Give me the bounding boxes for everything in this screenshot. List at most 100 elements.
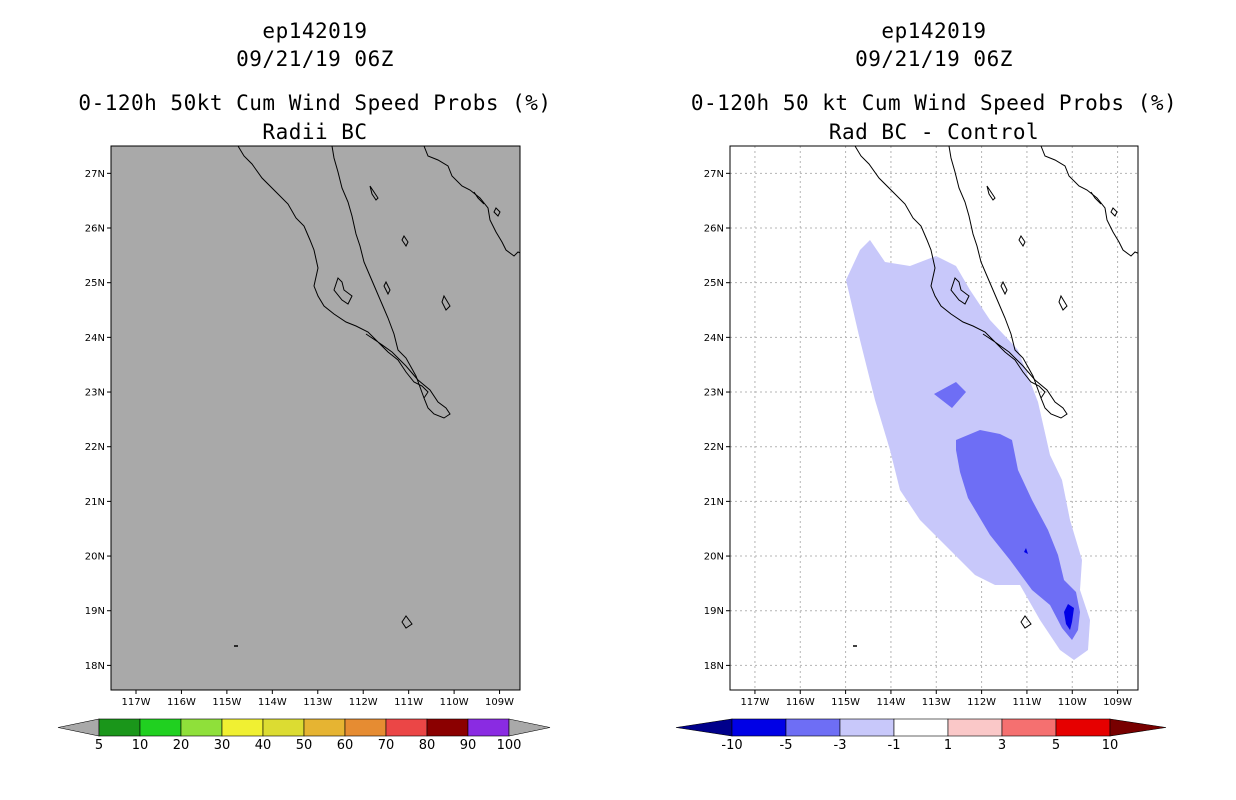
right-lat-label: 24N — [704, 333, 724, 344]
colorbar-label: -3 — [834, 738, 847, 753]
right-lat-label: 27N — [704, 169, 724, 180]
right-title-date: 09/21/19 06Z — [855, 47, 1013, 71]
left-lon-label: 117W — [122, 697, 151, 708]
left-lat-label: 24N — [85, 333, 105, 344]
left-map-panel: 27N 26N 25N 24N 23N 22N 21N 20N 19N 18N 117W 116W 11… — [57, 145, 551, 753]
colorbar-swatch — [426, 718, 469, 737]
colorbar-low-arrow — [675, 718, 733, 737]
left-lat-label: 26N — [85, 224, 105, 235]
colorbar-swatch — [893, 718, 949, 737]
colorbar-label: 10 — [1102, 738, 1119, 753]
colorbar-label: 3 — [998, 738, 1006, 753]
right-lon-label: 111W — [1012, 697, 1041, 708]
contour-minus5-spot-b — [1024, 548, 1028, 554]
right-lon-label: 110W — [1058, 697, 1087, 708]
colorbar-low-arrow — [57, 718, 100, 737]
right-title-product: 0-120h 50 kt Cum Wind Speed Probs (%) — [690, 91, 1178, 115]
left-lat-label: 22N — [85, 442, 105, 453]
left-axis-ticks: 27N 26N 25N 24N 23N 22N 21N 20N 19N 18N 117W 116W 11… — [85, 169, 514, 708]
left-lat-label: 19N — [85, 606, 105, 617]
colorbar-swatch — [731, 718, 787, 737]
left-lat-label: 27N — [85, 169, 105, 180]
colorbar-label: 80 — [419, 738, 436, 753]
left-lon-label: 112W — [349, 697, 378, 708]
colorbar-swatch — [839, 718, 895, 737]
contour-minus5-spot-a — [1064, 604, 1074, 630]
colorbar-swatch — [467, 718, 510, 737]
contour-small-minus3-patch — [934, 382, 966, 408]
colorbar-label: 100 — [497, 738, 522, 753]
right-lon-label: 109W — [1103, 697, 1132, 708]
colorbar-label: 20 — [173, 738, 190, 753]
right-lon-label: 115W — [831, 697, 860, 708]
colorbar-label: 60 — [337, 738, 354, 753]
colorbar-label: 90 — [460, 738, 477, 753]
colorbar-swatch — [303, 718, 346, 737]
right-lat-label: 20N — [704, 552, 724, 563]
right-colorbar: -10 -5 -3 -1 1 3 5 10 — [675, 718, 1167, 753]
left-lat-label: 25N — [85, 278, 105, 289]
right-lat-label: 22N — [704, 442, 724, 453]
left-lon-label: 113W — [303, 697, 332, 708]
left-lat-label: 18N — [85, 661, 105, 672]
right-lat-label: 18N — [704, 661, 724, 672]
right-lon-label: 112W — [967, 697, 996, 708]
left-coastline — [234, 146, 520, 647]
colorbar-label: 40 — [255, 738, 272, 753]
left-lon-label: 114W — [258, 697, 287, 708]
colorbar-label: 70 — [378, 738, 395, 753]
colorbar-high-arrow — [508, 718, 551, 737]
left-title-product: 0-120h 50kt Cum Wind Speed Probs (%) — [78, 91, 552, 115]
colorbar-label: 50 — [296, 738, 313, 753]
right-lon-label: 116W — [786, 697, 815, 708]
left-lat-label: 21N — [85, 497, 105, 508]
colorbar-swatch — [139, 718, 182, 737]
left-lon-label: 111W — [394, 697, 423, 708]
colorbar-label: -1 — [888, 738, 901, 753]
colorbar-swatch — [1001, 718, 1057, 737]
right-lat-label: 25N — [704, 278, 724, 289]
left-lon-label: 115W — [212, 697, 241, 708]
right-lon-label: 114W — [876, 697, 905, 708]
left-lon-label: 116W — [167, 697, 196, 708]
left-title-subtitle: Radii BC — [262, 120, 368, 144]
colorbar-label: 1 — [944, 738, 952, 753]
right-lat-label: 19N — [704, 606, 724, 617]
left-title-storm-id: ep142019 — [262, 19, 368, 43]
right-title-storm-id: ep142019 — [881, 19, 987, 43]
colorbar-swatch — [1055, 718, 1111, 737]
right-title-subtitle: Rad BC - Control — [828, 120, 1040, 144]
contour-minus3-to-minus5 — [956, 430, 1080, 640]
right-lon-label: 117W — [740, 697, 769, 708]
colorbar-swatch — [344, 718, 387, 737]
right-axis-ticks: 27N 26N 25N 24N 23N 22N 21N 20N 19N 18N 117W 116W 11… — [704, 169, 1132, 708]
colorbar-swatch — [385, 718, 428, 737]
right-lat-label: 21N — [704, 497, 724, 508]
right-coastline — [853, 146, 1138, 647]
right-lat-label: 26N — [704, 224, 724, 235]
left-lat-label: 23N — [85, 388, 105, 399]
colorbar-label: 30 — [214, 738, 231, 753]
colorbar-label: -5 — [780, 738, 793, 753]
colorbar-label: 10 — [132, 738, 149, 753]
colorbar-swatch — [180, 718, 223, 737]
left-map-background — [110, 145, 521, 691]
right-lon-label: 113W — [922, 697, 951, 708]
colorbar-swatch — [785, 718, 841, 737]
colorbar-swatch — [221, 718, 264, 737]
colorbar-swatch — [262, 718, 305, 737]
colorbar-label: 5 — [95, 738, 103, 753]
left-lat-label: 20N — [85, 552, 105, 563]
left-lon-label: 109W — [485, 697, 514, 708]
left-title-date: 09/21/19 06Z — [236, 47, 394, 71]
colorbar-high-arrow — [1109, 718, 1167, 737]
colorbar-swatch — [98, 718, 141, 737]
colorbar-label: 5 — [1052, 738, 1060, 753]
colorbar-swatch — [947, 718, 1003, 737]
colorbar-label: -10 — [721, 738, 742, 753]
right-lat-label: 23N — [704, 388, 724, 399]
left-lon-label: 110W — [440, 697, 469, 708]
left-colorbar: 5 10 20 30 40 50 60 70 80 90 100 — [57, 718, 551, 753]
